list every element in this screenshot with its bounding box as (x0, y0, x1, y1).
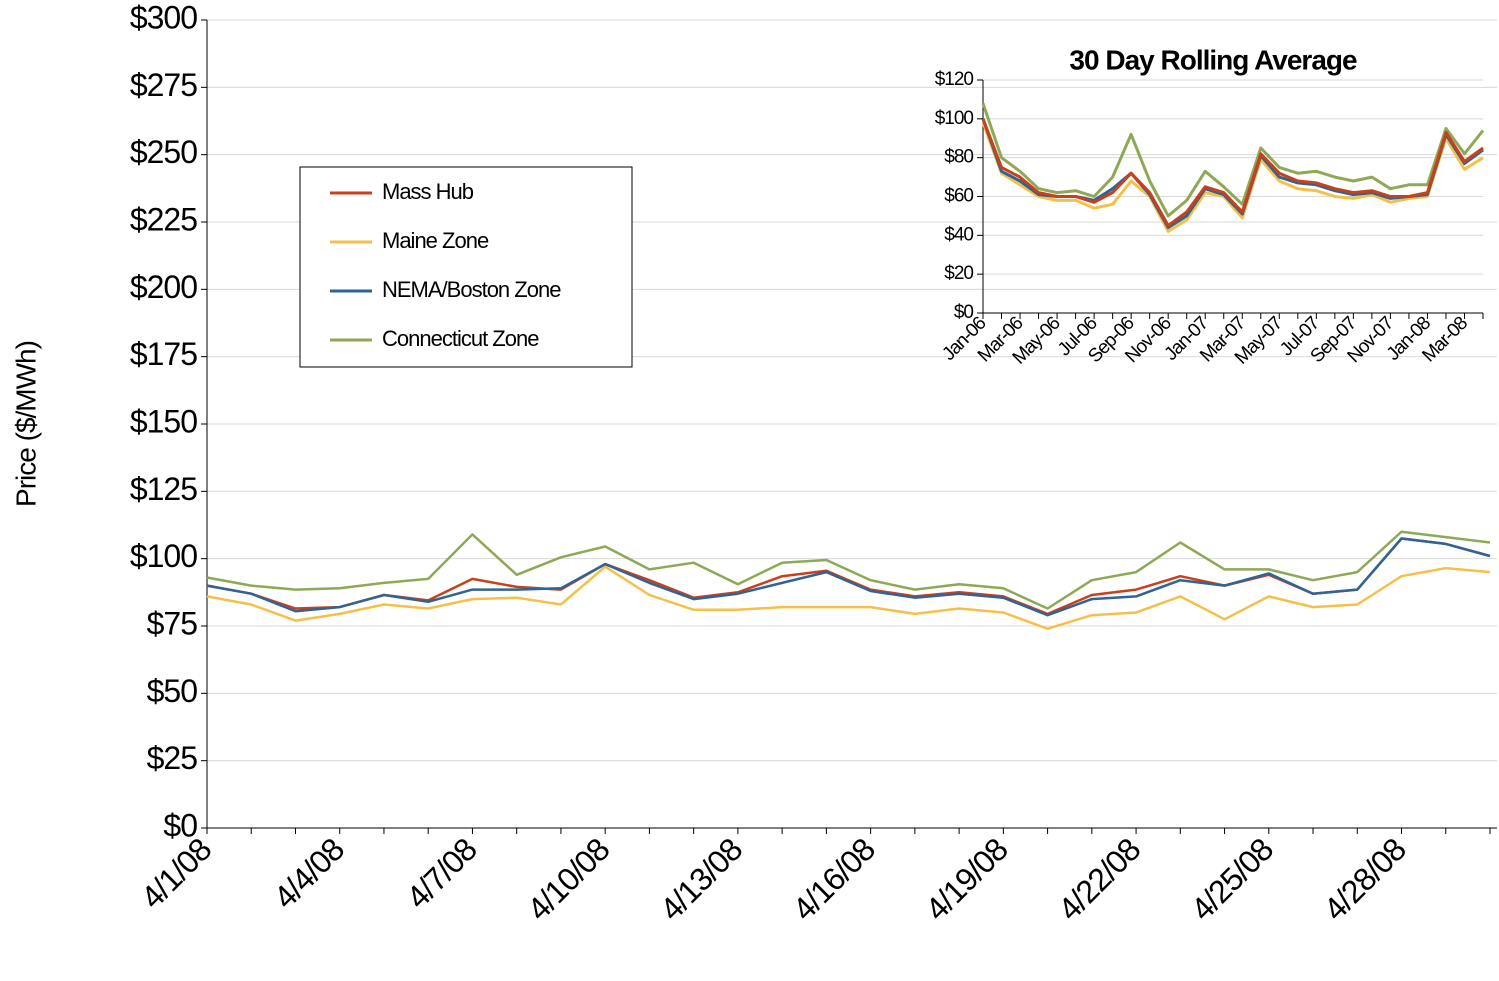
x-tick-label: 4/22/08 (1051, 831, 1147, 927)
y-tick-label: $200 (130, 269, 197, 305)
series-line (981, 102, 1485, 218)
x-tick-label: 4/25/08 (1184, 831, 1280, 927)
y-tick-label: $100 (935, 108, 974, 129)
series-line (206, 530, 1491, 610)
series-line (981, 122, 1484, 233)
chart-title: 30 Day Rolling Average (1069, 44, 1357, 75)
y-tick-label: $0 (954, 302, 974, 323)
y-tick-label: $50 (147, 673, 198, 709)
y-tick-label: $80 (944, 147, 973, 168)
y-tick-label: $175 (130, 336, 197, 372)
y-tick-label: $150 (130, 403, 197, 439)
y-tick-label: $60 (944, 186, 973, 207)
y-tick-label: $225 (130, 201, 197, 237)
y-tick-label: $25 (147, 740, 198, 776)
x-tick-label: 4/13/08 (653, 831, 749, 927)
y-tick-label: $125 (130, 471, 197, 507)
legend-label: Connecticut Zone (382, 326, 539, 351)
x-tick-label: 4/1/08 (134, 831, 218, 915)
series-line (981, 118, 1484, 230)
legend-box (299, 166, 633, 368)
legend-label: Mass Hub (382, 179, 474, 204)
y-tick-label: $40 (944, 224, 973, 245)
x-tick-label: 4/7/08 (399, 831, 483, 915)
series-line (206, 565, 1491, 630)
x-tick-label: 4/10/08 (520, 831, 616, 927)
x-tick-label: 4/4/08 (267, 831, 351, 915)
y-tick-label: $75 (147, 605, 198, 641)
y-tick-label: $20 (944, 263, 973, 284)
y-tick-label: $275 (130, 67, 197, 103)
y-tick-label: $120 (935, 69, 974, 90)
legend-label: Maine Zone (382, 228, 489, 253)
x-tick-label: 4/19/08 (918, 831, 1014, 927)
legend-label: NEMA/Boston Zone (382, 277, 561, 302)
x-tick-label: 4/16/08 (786, 831, 882, 927)
y-tick-label: $100 (130, 538, 197, 574)
series-line (206, 537, 1491, 617)
x-tick-label: 4/28/08 (1316, 831, 1412, 927)
series-line (981, 118, 1484, 228)
y-tick-label: $250 (130, 134, 197, 170)
y-tick-label: $0 (163, 807, 197, 843)
y-tick-label: $300 (130, 0, 197, 35)
y-axis-title: Price ($/MWh) (10, 341, 41, 507)
